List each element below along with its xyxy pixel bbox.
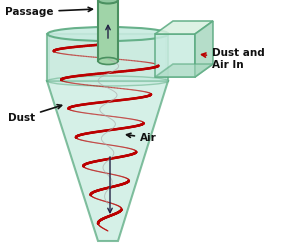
Polygon shape (47, 81, 168, 241)
Polygon shape (49, 34, 166, 81)
Ellipse shape (98, 58, 118, 64)
Text: Passage: Passage (5, 7, 92, 17)
Text: Air: Air (127, 133, 157, 143)
Polygon shape (195, 21, 213, 77)
Ellipse shape (47, 76, 169, 86)
Text: Dust and
Air In: Dust and Air In (202, 48, 265, 70)
Polygon shape (155, 34, 195, 77)
Polygon shape (47, 34, 168, 81)
Text: Dust: Dust (8, 105, 62, 123)
Polygon shape (155, 21, 213, 34)
Bar (98, 0, 118, 61)
Polygon shape (155, 64, 213, 77)
Ellipse shape (47, 27, 169, 41)
Ellipse shape (98, 0, 118, 3)
